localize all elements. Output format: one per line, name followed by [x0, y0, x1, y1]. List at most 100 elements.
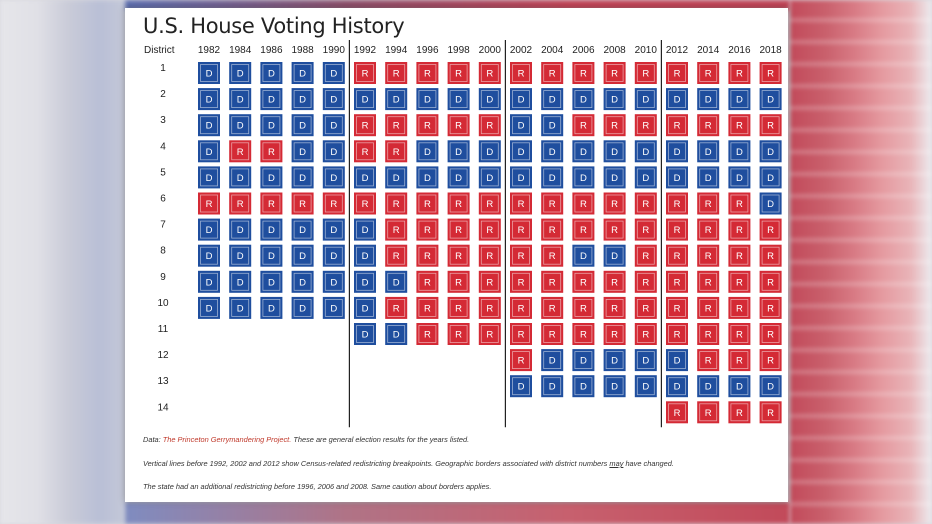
cell-inner-border: [543, 246, 562, 265]
cell-label-5-1990: D: [330, 173, 337, 184]
cell-label-9-1988: D: [299, 277, 306, 288]
cell-2-2008: [603, 88, 626, 111]
cell-4-2008: [603, 140, 626, 163]
cell-label-10-2018: R: [767, 303, 774, 314]
cell-label-8-1986: D: [268, 251, 275, 262]
cell-label-2-2000: D: [486, 95, 493, 106]
cell-inner-border: [605, 116, 624, 135]
note-source-link[interactable]: The Princeton Gerrymandering Project.: [162, 435, 292, 444]
cell-inner-border: [699, 272, 718, 291]
cell-label-4-1984: R: [237, 147, 244, 158]
cell-label-14-2014: R: [705, 408, 712, 419]
cell-12-2012: [666, 349, 688, 372]
cell-inner-border: [418, 325, 437, 343]
cell-label-1-1990: D: [330, 69, 337, 80]
cell-4-2018: [759, 140, 782, 163]
cell-label-2-2008: D: [611, 95, 618, 106]
cell-label-12-2002: R: [518, 356, 525, 367]
cell-inner-border: [324, 298, 343, 317]
cell-label-13-2008: D: [611, 382, 618, 393]
year-header-2010: 2010: [635, 45, 658, 56]
cell-5-1982: [198, 166, 220, 189]
cell-label-5-2002: D: [518, 173, 525, 184]
cell-label-5-1986: D: [268, 173, 275, 184]
cell-2-1996: [416, 88, 439, 111]
cell-label-4-1988: D: [299, 147, 306, 158]
cell-label-5-1994: D: [393, 173, 400, 184]
cell-label-10-1988: D: [299, 303, 306, 314]
cell-inner-border: [574, 116, 593, 135]
cell-label-10-1998: R: [455, 303, 462, 314]
cell-label-2-2006: D: [580, 95, 587, 106]
cell-inner-border: [418, 90, 437, 108]
cell-label-9-1982: D: [206, 277, 213, 288]
cell-label-4-2004: D: [549, 147, 556, 158]
cell-2-2010: [634, 88, 657, 111]
cell-9-1984: [229, 270, 252, 293]
cell-inner-border: [636, 142, 655, 161]
cell-label-8-2000: R: [486, 251, 493, 262]
cell-label-1-2000: R: [486, 69, 493, 80]
cell-inner-border: [231, 168, 250, 187]
cell-label-9-2002: R: [518, 277, 525, 288]
cell-inner-border: [668, 142, 686, 161]
cell-label-1-1996: R: [424, 69, 431, 80]
cell-label-5-2000: D: [486, 173, 493, 184]
cell-inner-border: [730, 351, 749, 370]
cell-1-1988: [291, 62, 314, 84]
cell-5-1986: [260, 166, 283, 189]
cell-3-1988: [291, 114, 314, 137]
background-top: [125, 0, 790, 10]
cell-8-2016: [728, 244, 751, 267]
cell-8-2014: [697, 244, 720, 267]
cell-12-2014: [697, 349, 720, 372]
cell-label-4-2018: D: [767, 147, 774, 158]
cell-4-2000: [478, 140, 501, 163]
cell-inner-border: [730, 116, 749, 135]
cell-inner-border: [200, 142, 218, 161]
cell-2-1992: [354, 88, 376, 111]
cell-label-1-1998: R: [455, 69, 462, 80]
year-header-2014: 2014: [697, 45, 720, 56]
chart-card: U.S. House Voting History District 1982 19…: [125, 8, 788, 502]
cell-label-8-1982: D: [206, 251, 213, 262]
cell-10-1984: [229, 296, 252, 319]
note-additional-redistricting: The state had an additional redistrictin…: [143, 482, 492, 491]
cell-4-1982: [198, 140, 220, 163]
cell-inner-border: [356, 194, 374, 213]
cell-inner-border: [605, 90, 624, 108]
cell-5-2014: [697, 166, 720, 189]
cell-label-6-2000: R: [486, 199, 493, 210]
cell-inner-border: [668, 272, 686, 291]
cell-6-1998: [447, 192, 470, 215]
cell-label-11-2004: R: [549, 330, 556, 341]
cell-inner-border: [730, 403, 749, 422]
cell-label-5-2014: D: [705, 173, 712, 184]
cell-inner-border: [730, 272, 749, 291]
cell-label-13-2016: D: [736, 382, 743, 393]
cell-inner-border: [512, 194, 530, 213]
cell-label-3-2016: R: [736, 121, 743, 132]
cell-inner-border: [387, 272, 406, 291]
cell-inner-border: [761, 142, 780, 161]
cell-inner-border: [699, 168, 718, 187]
cell-inner-border: [636, 116, 655, 135]
cell-11-1992: [354, 323, 376, 345]
cell-11-2008: [603, 323, 626, 345]
cell-4-1984: [229, 140, 252, 163]
cell-label-1-2014: R: [705, 69, 712, 80]
cell-label-7-2000: R: [486, 225, 493, 236]
cell-label-6-1998: R: [455, 199, 462, 210]
cell-11-2000: [478, 323, 501, 345]
cell-label-9-2010: R: [642, 277, 649, 288]
cell-1-2006: [572, 62, 595, 84]
cell-1-2004: [541, 62, 564, 84]
cell-1-2008: [603, 62, 626, 84]
cell-label-1-2010: R: [642, 69, 649, 80]
cell-inner-border: [730, 377, 749, 396]
cell-9-1988: [291, 270, 314, 293]
cell-inner-border: [200, 90, 218, 108]
cell-5-2010: [634, 166, 657, 189]
cell-label-9-1996: R: [424, 277, 431, 288]
cell-label-10-2010: R: [642, 303, 649, 314]
